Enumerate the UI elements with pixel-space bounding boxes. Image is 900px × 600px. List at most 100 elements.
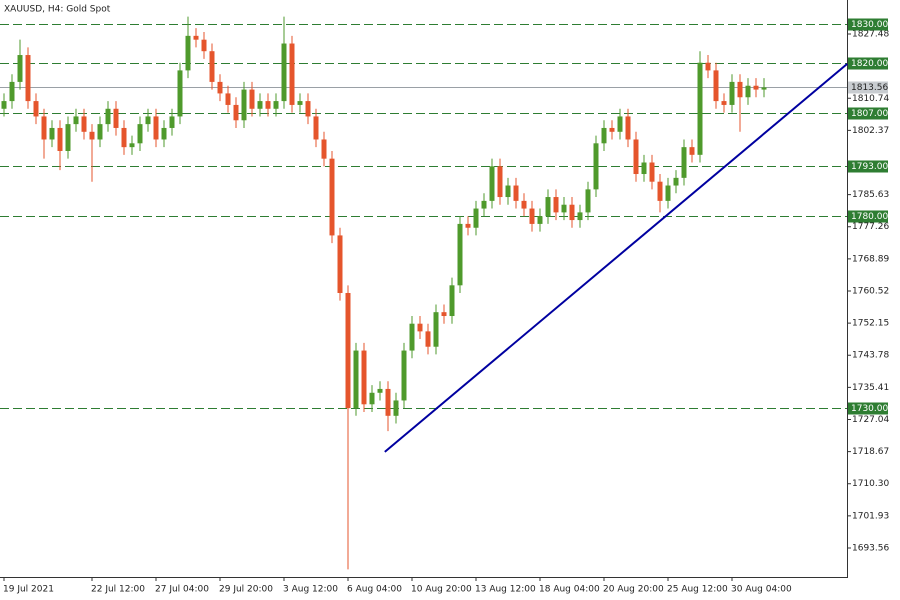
level-label-box <box>848 402 888 415</box>
candle-body <box>521 200 527 209</box>
y-tick-label: 1727.04 <box>852 415 889 425</box>
level-label: 1830.00 <box>851 20 888 30</box>
candle-body <box>273 101 279 109</box>
level-label-box <box>848 18 888 31</box>
candle-body <box>409 323 415 351</box>
candle-body <box>633 139 639 175</box>
candle-body <box>281 43 287 102</box>
candle-body <box>577 212 583 221</box>
candle-body <box>113 108 119 128</box>
candle-body <box>201 39 207 52</box>
y-tick-label: 1768.89 <box>852 254 889 264</box>
candle-body <box>601 127 607 144</box>
trend-line <box>384 63 848 453</box>
candle-body <box>49 127 55 140</box>
candle-body <box>97 124 103 140</box>
candle-body <box>305 101 311 117</box>
candle-body <box>649 162 655 182</box>
candle-body <box>425 331 431 347</box>
candle-body <box>753 85 759 90</box>
candle-body <box>177 70 183 117</box>
candle-body <box>401 350 407 401</box>
candle-body <box>105 108 111 125</box>
candle-body <box>89 131 95 140</box>
candle-body <box>81 116 87 132</box>
x-tick-label: 10 Aug 20:00 <box>411 585 472 595</box>
level-label-box <box>848 57 888 70</box>
y-tick-label: 1701.93 <box>852 511 889 521</box>
x-tick-label: 20 Aug 20:00 <box>603 585 664 595</box>
candle-body <box>497 166 503 198</box>
candle-body <box>705 62 711 71</box>
candle-body <box>737 81 743 98</box>
candle-body <box>121 127 127 148</box>
y-tick-label: 1718.67 <box>852 447 889 457</box>
level-label-box <box>848 210 888 223</box>
candle-body <box>209 51 215 82</box>
last-price-box <box>848 81 888 94</box>
candle-body <box>505 185 511 198</box>
x-tick-label: 30 Aug 04:00 <box>731 585 792 595</box>
candle-body <box>361 350 367 405</box>
candle-body <box>553 197 559 213</box>
candle-body <box>33 101 39 117</box>
candle-body <box>41 116 47 140</box>
level-label: 1730.00 <box>851 404 888 414</box>
candle-body <box>545 197 551 217</box>
candle-body <box>689 147 695 155</box>
candle-body <box>153 116 159 140</box>
candle-body <box>329 158 335 236</box>
candle-body <box>609 127 615 132</box>
x-tick-label: 18 Aug 04:00 <box>539 585 600 595</box>
candle-body <box>465 223 471 228</box>
candle-body <box>1 101 7 109</box>
candle-body <box>145 116 151 125</box>
y-tick-label: 1752.15 <box>852 319 889 329</box>
level-label-box <box>848 160 888 173</box>
level-label: 1807.00 <box>851 109 888 119</box>
chart-title: XAUUSD, H4: Gold Spot <box>4 5 111 15</box>
candle-body <box>9 81 15 102</box>
x-tick-label: 29 Jul 20:00 <box>219 585 273 595</box>
candle-body <box>393 400 399 416</box>
candle-body <box>585 189 591 213</box>
candle-body <box>457 223 463 286</box>
candle-body <box>673 177 679 186</box>
candle-body <box>193 35 199 40</box>
last-price-label: 1813.56 <box>851 83 888 93</box>
candle-body <box>761 87 767 90</box>
candle-body <box>241 89 247 121</box>
candle-body <box>217 81 223 94</box>
candle-body <box>73 116 79 125</box>
level-label: 1793.00 <box>851 162 888 172</box>
x-tick-label: 6 Aug 04:00 <box>347 585 402 595</box>
y-tick-label: 1785.63 <box>852 190 889 200</box>
candle-body <box>489 166 495 201</box>
x-tick-label: 13 Aug 12:00 <box>475 585 536 595</box>
x-tick-label: 3 Aug 12:00 <box>283 585 338 595</box>
candle-body <box>289 43 295 105</box>
candle-body <box>697 62 703 155</box>
candle-body <box>641 162 647 175</box>
candle-body <box>473 208 479 228</box>
candle-body <box>225 93 231 105</box>
candle-body <box>137 124 143 144</box>
y-tick-label: 1693.56 <box>852 543 889 553</box>
candle-body <box>185 35 191 71</box>
x-tick-label: 22 Jul 12:00 <box>91 585 145 595</box>
level-label-box <box>848 107 888 120</box>
level-label: 1820.00 <box>851 59 888 69</box>
candle-body <box>337 235 343 293</box>
candle-body <box>65 124 71 151</box>
y-tick-label: 1827.48 <box>852 30 889 40</box>
level-label: 1780.00 <box>851 212 888 222</box>
candle-body <box>369 392 375 405</box>
candle-body <box>57 127 63 151</box>
candle-body <box>129 143 135 148</box>
y-tick-label: 1777.26 <box>852 222 889 232</box>
candle-body <box>665 185 671 201</box>
candle-body <box>625 116 631 140</box>
y-tick-label: 1710.30 <box>852 479 889 489</box>
candle-body <box>265 101 271 109</box>
